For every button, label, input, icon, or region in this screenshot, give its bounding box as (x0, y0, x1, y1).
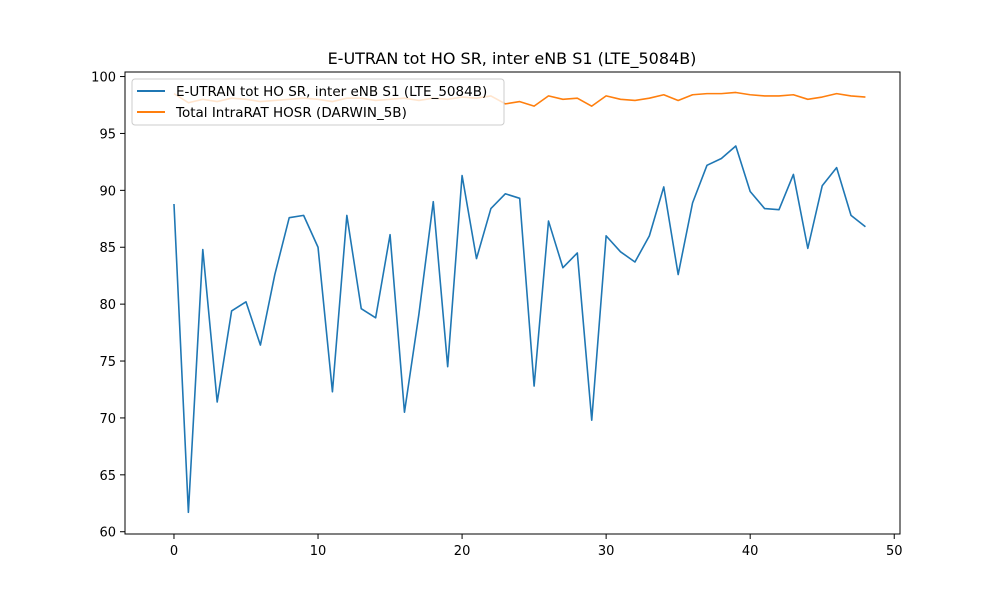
plot-frame (124, 71, 901, 535)
y-tick-label: 70 (99, 412, 116, 427)
x-axis: 0 10 20 30 40 50 (170, 534, 903, 559)
y-tick-label: 95 (99, 127, 116, 142)
y-axis: 60 65 70 75 80 85 90 95 100 (91, 71, 125, 541)
y-tick-label: 75 (99, 355, 116, 370)
x-tick-label: 10 (310, 544, 327, 559)
y-tick-label: 85 (99, 241, 116, 256)
x-tick-label: 0 (170, 544, 178, 559)
x-tick-label: 40 (742, 544, 759, 559)
y-tick-label: 65 (99, 469, 116, 484)
legend-label-series-2: Total IntraRAT HOSR (DARWIN_5B) (175, 105, 407, 121)
y-tick-label: 100 (91, 71, 116, 86)
legend: E-UTRAN tot HO SR, inter eNB S1 (LTE_508… (131, 78, 505, 126)
x-tick-label: 50 (886, 544, 903, 559)
x-tick-label: 30 (598, 544, 615, 559)
legend-box (131, 78, 505, 126)
legend-label-series-1: E-UTRAN tot HO SR, inter eNB S1 (LTE_508… (176, 84, 487, 100)
y-tick-label: 60 (99, 526, 116, 541)
chart-title: E-UTRAN tot HO SR, inter eNB S1 (LTE_508… (328, 49, 697, 69)
y-tick-label: 80 (99, 298, 116, 313)
series-line-1 (173, 145, 866, 514)
x-tick-label: 20 (454, 544, 471, 559)
y-tick-label: 90 (99, 184, 116, 199)
